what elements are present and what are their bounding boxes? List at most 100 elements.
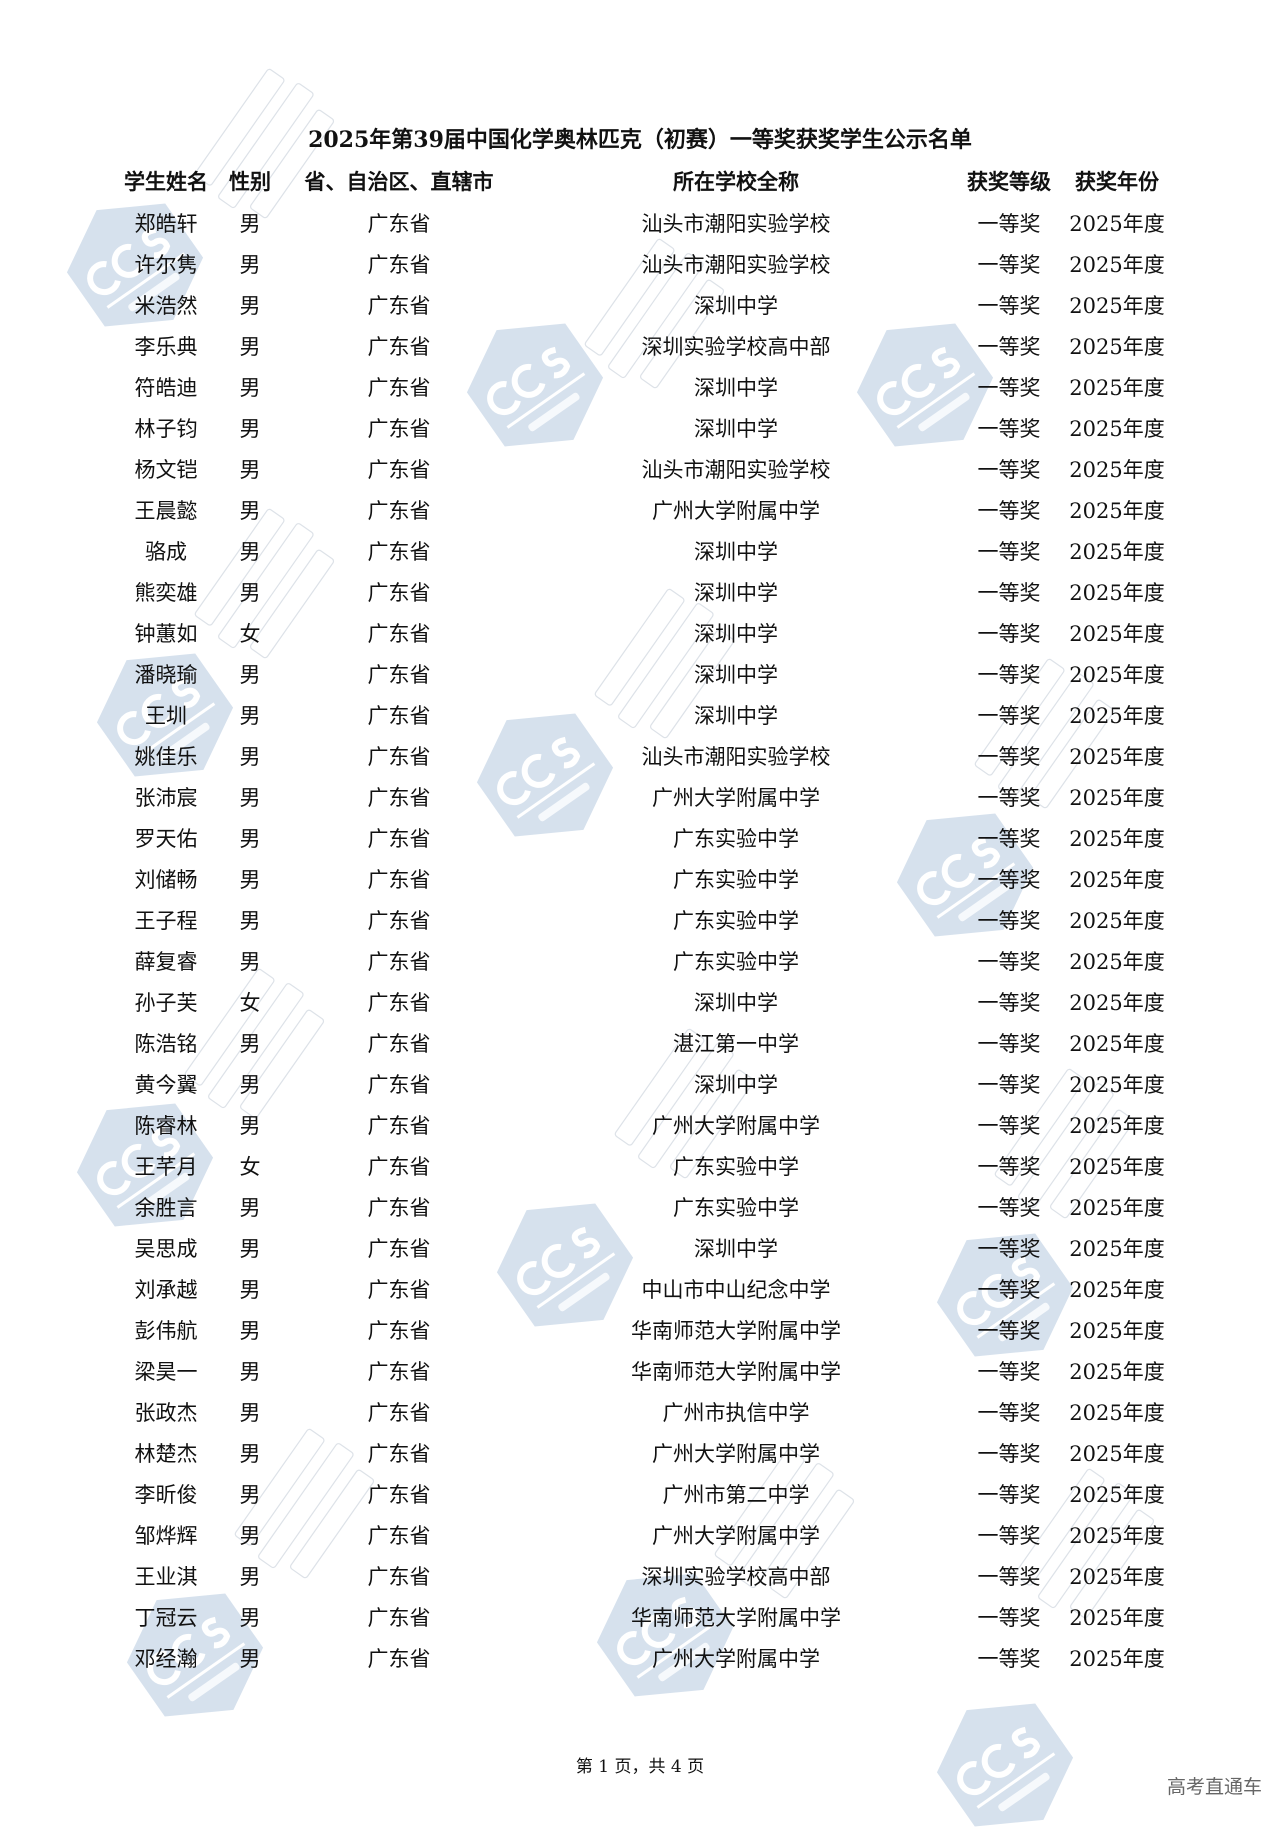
school-name: 深圳中学 bbox=[694, 991, 778, 1015]
award-year: 2025年度 bbox=[1069, 1442, 1165, 1466]
table-row: 林楚杰 男 广东省 广州大学附属中学 一等奖 2025年度 bbox=[0, 1438, 1280, 1479]
gender: 男 bbox=[239, 1278, 261, 1302]
award-level: 一等奖 bbox=[977, 950, 1041, 974]
award-year: 2025年度 bbox=[1069, 1237, 1165, 1261]
table-row: 邹烨辉 男 广东省 广州大学附属中学 一等奖 2025年度 bbox=[0, 1520, 1280, 1561]
school-name: 广东实验中学 bbox=[673, 1196, 799, 1220]
award-level: 一等奖 bbox=[977, 827, 1041, 851]
table-row: 林子钧 男 广东省 深圳中学 一等奖 2025年度 bbox=[0, 413, 1280, 454]
school-name: 深圳实验学校高中部 bbox=[641, 335, 831, 359]
award-year: 2025年度 bbox=[1069, 335, 1165, 359]
student-name: 孙子芙 bbox=[134, 991, 198, 1015]
table-row: 骆成 男 广东省 深圳中学 一等奖 2025年度 bbox=[0, 536, 1280, 577]
school-name: 华南师范大学附属中学 bbox=[631, 1319, 841, 1343]
table-row: 姚佳乐 男 广东省 汕头市潮阳实验学校 一等奖 2025年度 bbox=[0, 741, 1280, 782]
student-name: 林子钧 bbox=[134, 417, 198, 441]
student-name: 邹烨辉 bbox=[134, 1524, 198, 1548]
table-row: 梁昊一 男 广东省 华南师范大学附属中学 一等奖 2025年度 bbox=[0, 1356, 1280, 1397]
award-level: 一等奖 bbox=[977, 1114, 1041, 1138]
province: 广东省 bbox=[367, 581, 431, 605]
award-level: 一等奖 bbox=[977, 499, 1041, 523]
student-name: 王业淇 bbox=[134, 1565, 198, 1589]
award-level: 一等奖 bbox=[977, 663, 1041, 687]
gender: 男 bbox=[239, 1237, 261, 1261]
student-name: 陈睿林 bbox=[134, 1114, 198, 1138]
table-row: 李乐典 男 广东省 深圳实验学校高中部 一等奖 2025年度 bbox=[0, 331, 1280, 372]
province: 广东省 bbox=[367, 1565, 431, 1589]
school-name: 深圳中学 bbox=[694, 622, 778, 646]
table-row: 王业淇 男 广东省 深圳实验学校高中部 一等奖 2025年度 bbox=[0, 1561, 1280, 1602]
award-level: 一等奖 bbox=[977, 417, 1041, 441]
gender: 男 bbox=[239, 581, 261, 605]
student-name: 符皓迪 bbox=[134, 376, 198, 400]
school-name: 汕头市潮阳实验学校 bbox=[641, 253, 831, 277]
student-name: 潘晓瑜 bbox=[134, 663, 198, 687]
school-name: 汕头市潮阳实验学校 bbox=[641, 458, 831, 482]
gender: 男 bbox=[239, 1073, 261, 1097]
province: 广东省 bbox=[367, 622, 431, 646]
table-row: 许尔隽 男 广东省 汕头市潮阳实验学校 一等奖 2025年度 bbox=[0, 249, 1280, 290]
table-row: 刘承越 男 广东省 中山市中山纪念中学 一等奖 2025年度 bbox=[0, 1274, 1280, 1315]
award-year: 2025年度 bbox=[1069, 1196, 1165, 1220]
table-row: 郑皓轩 男 广东省 汕头市潮阳实验学校 一等奖 2025年度 bbox=[0, 208, 1280, 249]
gender: 男 bbox=[239, 663, 261, 687]
student-name: 米浩然 bbox=[134, 294, 198, 318]
gender: 男 bbox=[239, 704, 261, 728]
school-name: 深圳中学 bbox=[694, 540, 778, 564]
award-level: 一等奖 bbox=[977, 1442, 1041, 1466]
award-level: 一等奖 bbox=[977, 745, 1041, 769]
student-name: 邓经瀚 bbox=[134, 1647, 198, 1671]
gender: 男 bbox=[239, 909, 261, 933]
award-year: 2025年度 bbox=[1069, 1565, 1165, 1589]
school-name: 深圳中学 bbox=[694, 294, 778, 318]
province: 广东省 bbox=[367, 376, 431, 400]
award-year: 2025年度 bbox=[1069, 786, 1165, 810]
gender: 男 bbox=[239, 294, 261, 318]
award-year: 2025年度 bbox=[1069, 827, 1165, 851]
school-name: 华南师范大学附属中学 bbox=[631, 1606, 841, 1630]
award-year: 2025年度 bbox=[1069, 540, 1165, 564]
province: 广东省 bbox=[367, 1278, 431, 1302]
province: 广东省 bbox=[367, 786, 431, 810]
header-name: 学生姓名 bbox=[124, 169, 208, 194]
school-name: 深圳中学 bbox=[694, 581, 778, 605]
province: 广东省 bbox=[367, 499, 431, 523]
province: 广东省 bbox=[367, 663, 431, 687]
award-level: 一等奖 bbox=[977, 1073, 1041, 1097]
award-year: 2025年度 bbox=[1069, 1278, 1165, 1302]
table-row: 张政杰 男 广东省 广州市执信中学 一等奖 2025年度 bbox=[0, 1397, 1280, 1438]
award-level: 一等奖 bbox=[977, 1278, 1041, 1302]
province: 广东省 bbox=[367, 1196, 431, 1220]
award-level: 一等奖 bbox=[977, 1606, 1041, 1630]
school-name: 深圳中学 bbox=[694, 376, 778, 400]
gender: 男 bbox=[239, 1483, 261, 1507]
award-level: 一等奖 bbox=[977, 335, 1041, 359]
award-level: 一等奖 bbox=[977, 704, 1041, 728]
student-name: 梁昊一 bbox=[134, 1360, 198, 1384]
award-level: 一等奖 bbox=[977, 991, 1041, 1015]
school-name: 华南师范大学附属中学 bbox=[631, 1360, 841, 1384]
student-name: 郑皓轩 bbox=[134, 212, 198, 236]
header-school: 所在学校全称 bbox=[673, 169, 799, 194]
student-name: 余胜言 bbox=[134, 1196, 198, 1220]
student-name: 王晨懿 bbox=[134, 499, 198, 523]
award-year: 2025年度 bbox=[1069, 1073, 1165, 1097]
gender: 女 bbox=[239, 622, 261, 646]
school-name: 深圳中学 bbox=[694, 704, 778, 728]
page-number: 第 1 页，共 4 页 bbox=[575, 1757, 705, 1777]
award-year: 2025年度 bbox=[1069, 1032, 1165, 1056]
award-level: 一等奖 bbox=[977, 1155, 1041, 1179]
header-province: 省、自治区、直辖市 bbox=[304, 169, 494, 194]
table-header: 学生姓名 性别 省、自治区、直辖市 所在学校全称 获奖等级 获奖年份 bbox=[0, 166, 1280, 207]
award-year: 2025年度 bbox=[1069, 1319, 1165, 1343]
province: 广东省 bbox=[367, 335, 431, 359]
gender: 男 bbox=[239, 1524, 261, 1548]
award-level: 一等奖 bbox=[977, 622, 1041, 646]
school-name: 深圳中学 bbox=[694, 663, 778, 687]
award-year: 2025年度 bbox=[1069, 622, 1165, 646]
student-name: 李乐典 bbox=[134, 335, 198, 359]
award-year: 2025年度 bbox=[1069, 458, 1165, 482]
school-name: 广东实验中学 bbox=[673, 1155, 799, 1179]
province: 广东省 bbox=[367, 212, 431, 236]
school-name: 广东实验中学 bbox=[673, 950, 799, 974]
